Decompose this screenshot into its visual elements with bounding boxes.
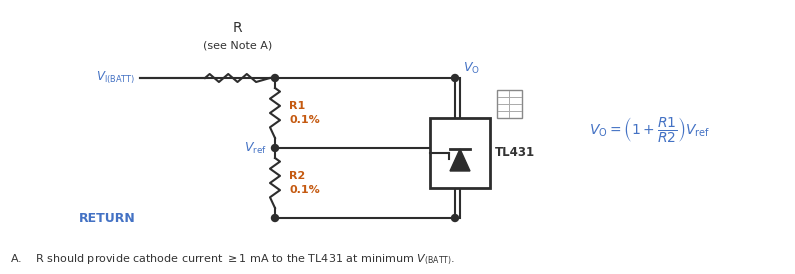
Text: (see Note A): (see Note A) (203, 41, 272, 51)
Circle shape (452, 215, 459, 221)
Text: $V_{\mathsf{I(BATT)}}$: $V_{\mathsf{I(BATT)}}$ (96, 70, 136, 86)
Text: $V_{\mathsf{O}}=\left(1+\dfrac{R1}{R2}\right)V_{\mathsf{ref}}$: $V_{\mathsf{O}}=\left(1+\dfrac{R1}{R2}\r… (589, 116, 711, 144)
Text: RETURN: RETURN (80, 212, 136, 224)
Polygon shape (450, 149, 470, 171)
Text: R1
0.1%: R1 0.1% (289, 101, 320, 125)
Text: $V_{\mathsf{O}}$: $V_{\mathsf{O}}$ (463, 61, 480, 76)
Text: R2
0.1%: R2 0.1% (289, 172, 320, 195)
Text: $V_{\mathsf{ref}}$: $V_{\mathsf{ref}}$ (244, 141, 267, 156)
Circle shape (272, 215, 278, 221)
Circle shape (272, 75, 278, 81)
Text: A.    R should provide cathode current $\geq$1 mA to the TL431 at minimum $V_{\m: A. R should provide cathode current $\ge… (10, 253, 456, 267)
Circle shape (452, 75, 459, 81)
Text: TL431: TL431 (495, 147, 535, 159)
Circle shape (272, 144, 278, 152)
Text: R: R (233, 21, 242, 35)
Bar (497, 90, 522, 118)
Bar (430, 118, 490, 188)
